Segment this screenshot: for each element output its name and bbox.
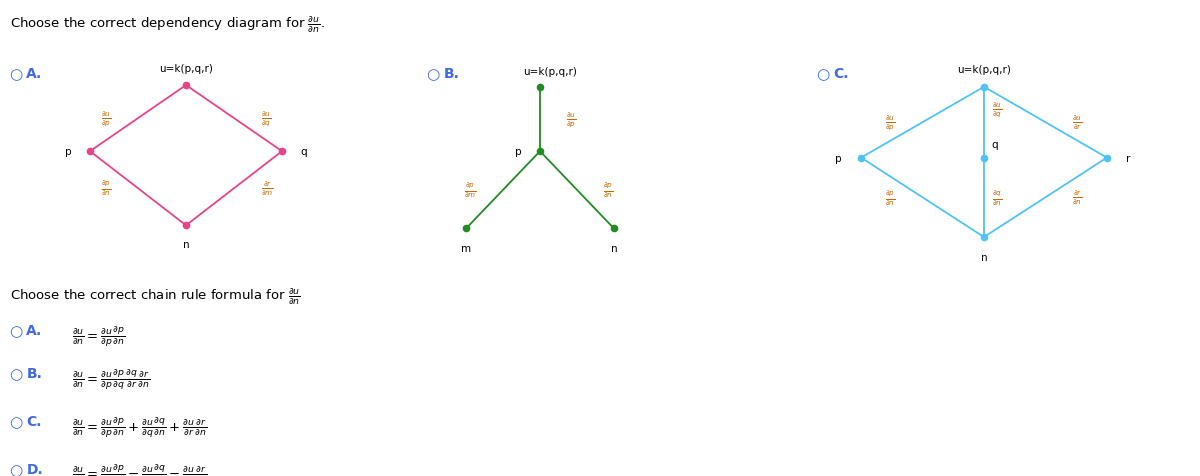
Text: Choose the correct chain rule formula for $\frac{\partial u}{\partial n}$: Choose the correct chain rule formula fo… — [10, 286, 300, 306]
Text: ○: ○ — [10, 67, 23, 81]
Text: p: p — [835, 153, 842, 163]
Text: A.: A. — [26, 324, 43, 337]
Text: $\frac{\partial p}{\partial m}$: $\frac{\partial p}{\partial m}$ — [464, 181, 476, 199]
Text: $\frac{\partial u}{\partial p}$: $\frac{\partial u}{\partial p}$ — [101, 110, 112, 128]
Text: $\frac{\partial u}{\partial r}$: $\frac{\partial u}{\partial r}$ — [1073, 114, 1082, 131]
Text: u=k(p,q,r): u=k(p,q,r) — [958, 65, 1010, 75]
Text: ○: ○ — [10, 367, 23, 381]
Text: p: p — [515, 147, 522, 157]
Text: ○: ○ — [10, 324, 23, 338]
Text: n: n — [611, 244, 617, 254]
Text: B.: B. — [444, 67, 460, 80]
Text: u=k(p,q,r): u=k(p,q,r) — [160, 64, 212, 74]
Text: D.: D. — [26, 462, 43, 476]
Text: Choose the correct dependency diagram for $\frac{\partial u}{\partial n}$.: Choose the correct dependency diagram fo… — [10, 14, 324, 35]
Text: n: n — [182, 240, 190, 250]
Text: ○: ○ — [10, 462, 23, 476]
Text: $\frac{\partial p}{\partial n}$: $\frac{\partial p}{\partial n}$ — [604, 181, 613, 199]
Text: B.: B. — [26, 367, 42, 380]
Text: n: n — [980, 252, 988, 262]
Text: $\frac{\partial q}{\partial n}$: $\frac{\partial q}{\partial n}$ — [991, 188, 1002, 207]
Text: ○: ○ — [426, 67, 439, 81]
Text: $\frac{\partial r}{\partial m}$: $\frac{\partial r}{\partial m}$ — [262, 180, 274, 198]
Text: $\frac{\partial u}{\partial q}$: $\frac{\partial u}{\partial q}$ — [991, 101, 1002, 119]
Text: $\frac{\partial u}{\partial q}$: $\frac{\partial u}{\partial q}$ — [262, 110, 271, 128]
Text: q: q — [991, 140, 998, 149]
Text: $\frac{\partial u}{\partial n} = \frac{\partial u}{\partial p}\frac{\partial p}{: $\frac{\partial u}{\partial n} = \frac{\… — [72, 462, 208, 476]
Text: p: p — [65, 147, 72, 157]
Text: C.: C. — [26, 414, 42, 428]
Text: $\frac{\partial r}{\partial n}$: $\frac{\partial r}{\partial n}$ — [1073, 189, 1082, 207]
Text: m: m — [461, 244, 472, 254]
Text: ○: ○ — [816, 67, 829, 81]
Text: $\frac{\partial u}{\partial p}$: $\frac{\partial u}{\partial p}$ — [886, 114, 895, 132]
Text: r: r — [1126, 153, 1130, 163]
Text: $\frac{\partial u}{\partial p}$: $\frac{\partial u}{\partial p}$ — [566, 111, 577, 129]
Text: $\frac{\partial u}{\partial n} = \frac{\partial u}{\partial p}\frac{\partial p}{: $\frac{\partial u}{\partial n} = \frac{\… — [72, 414, 208, 439]
Text: u=k(p,q,r): u=k(p,q,r) — [523, 67, 577, 77]
Text: $\frac{\partial u}{\partial n} = \frac{\partial u}{\partial p}\frac{\partial p}{: $\frac{\partial u}{\partial n} = \frac{\… — [72, 367, 150, 391]
Text: $\frac{\partial p}{\partial n}$: $\frac{\partial p}{\partial n}$ — [886, 188, 895, 207]
Text: $\frac{\partial p}{\partial n}$: $\frac{\partial p}{\partial n}$ — [101, 179, 112, 198]
Text: q: q — [300, 147, 307, 157]
Text: C.: C. — [833, 67, 848, 80]
Text: A.: A. — [26, 67, 43, 80]
Text: $\frac{\partial u}{\partial n} = \frac{\partial u}{\partial p}\frac{\partial p}{: $\frac{\partial u}{\partial n} = \frac{\… — [72, 324, 126, 348]
Text: ○: ○ — [10, 414, 23, 429]
